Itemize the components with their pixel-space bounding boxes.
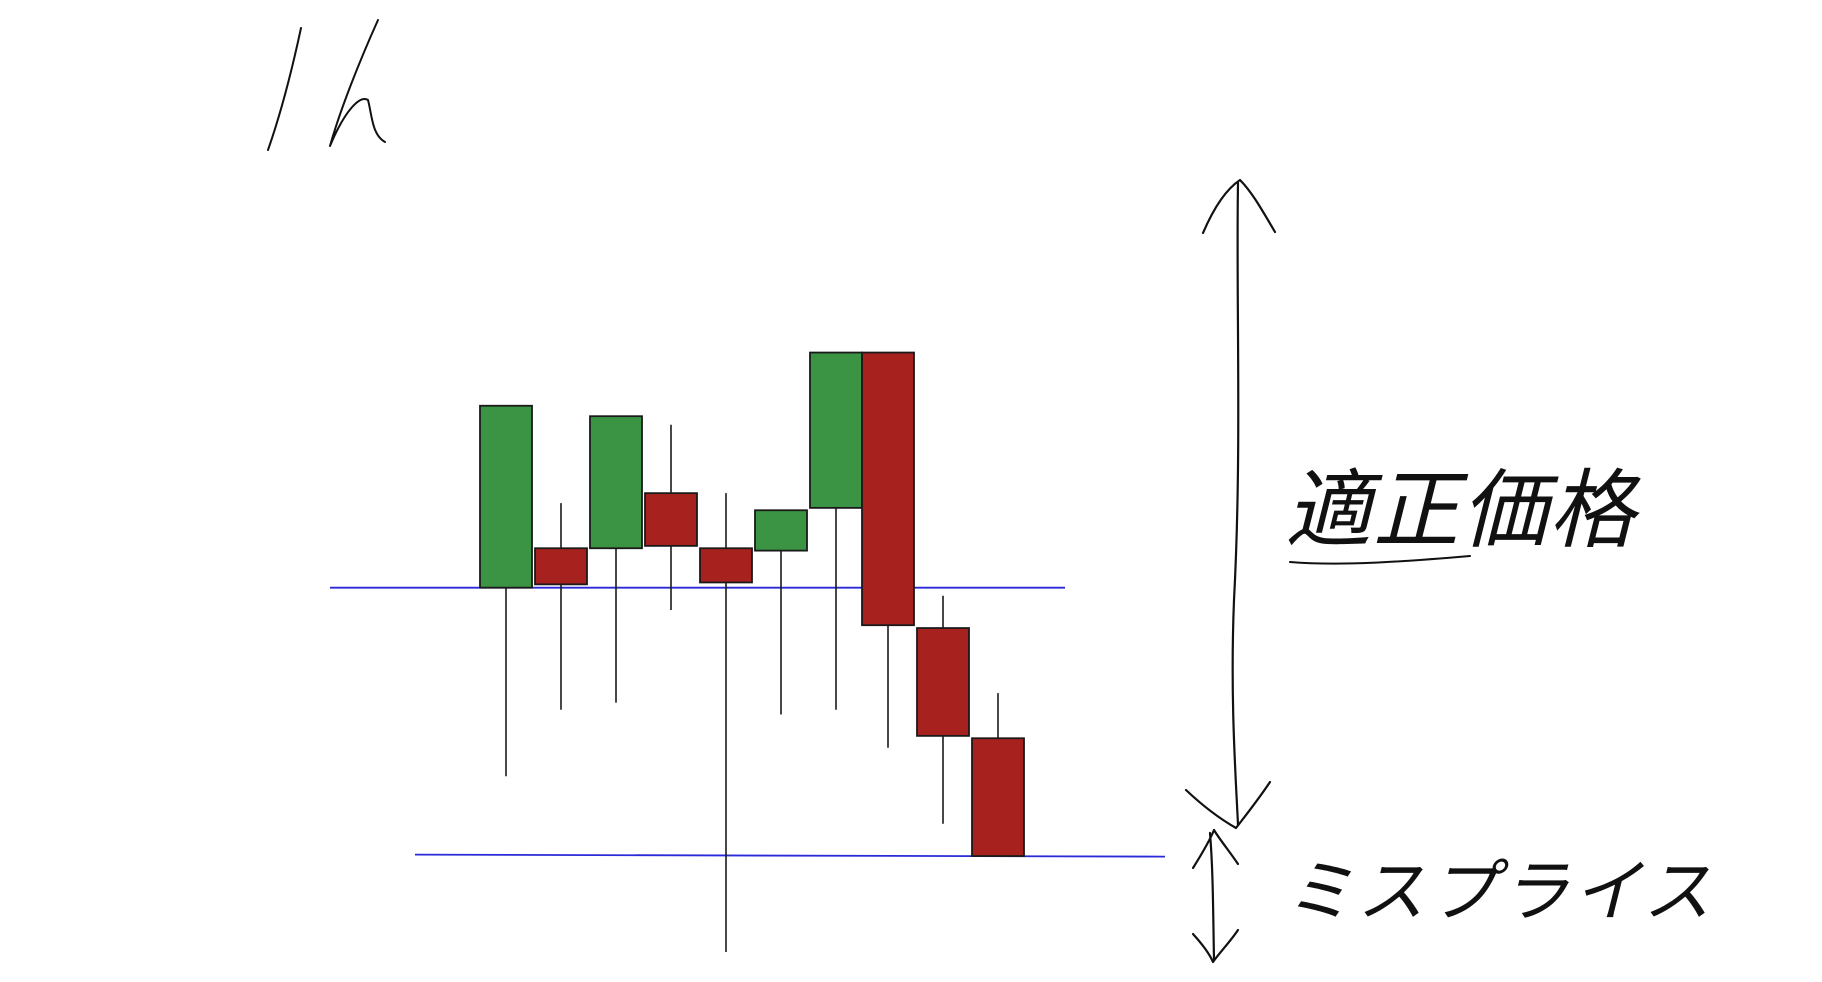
bearish-candle-body [971,737,1025,857]
fair-value-underline [1289,555,1471,565]
bullish-candle-body [589,415,643,550]
mispricing-arrow-head-top [1191,828,1240,870]
bullish-candle-body [479,404,533,589]
bullish-candle-body [809,351,863,509]
mispricing-arrow-shaft [1208,831,1216,962]
fair-value-arrow-shaft [1231,181,1240,827]
lower-level-line [414,853,1166,858]
fair-value-label: 適正価格 [1285,461,1641,561]
bearish-candle-body [916,627,970,737]
bearish-candle-body [861,351,915,627]
bearish-candle-body [699,547,753,584]
fair-value-arrow-head-top [1201,178,1277,235]
fair-value-range-arrow [1184,178,1277,830]
bullish-candle-body [754,509,808,552]
mispricing-label: ミスプライス [1285,853,1715,932]
bearish-candle-body [534,547,588,586]
timeframe-text: 1h [300,142,313,153]
mispricing-arrow-head-bottom [1191,928,1240,964]
mispricing-range-arrow [1191,828,1240,964]
timeframe-label: 1h [267,19,386,153]
candlestick-chart [330,351,1166,952]
bearish-candle-body [644,492,698,547]
fair-value-arrow-head-bottom [1184,780,1272,830]
